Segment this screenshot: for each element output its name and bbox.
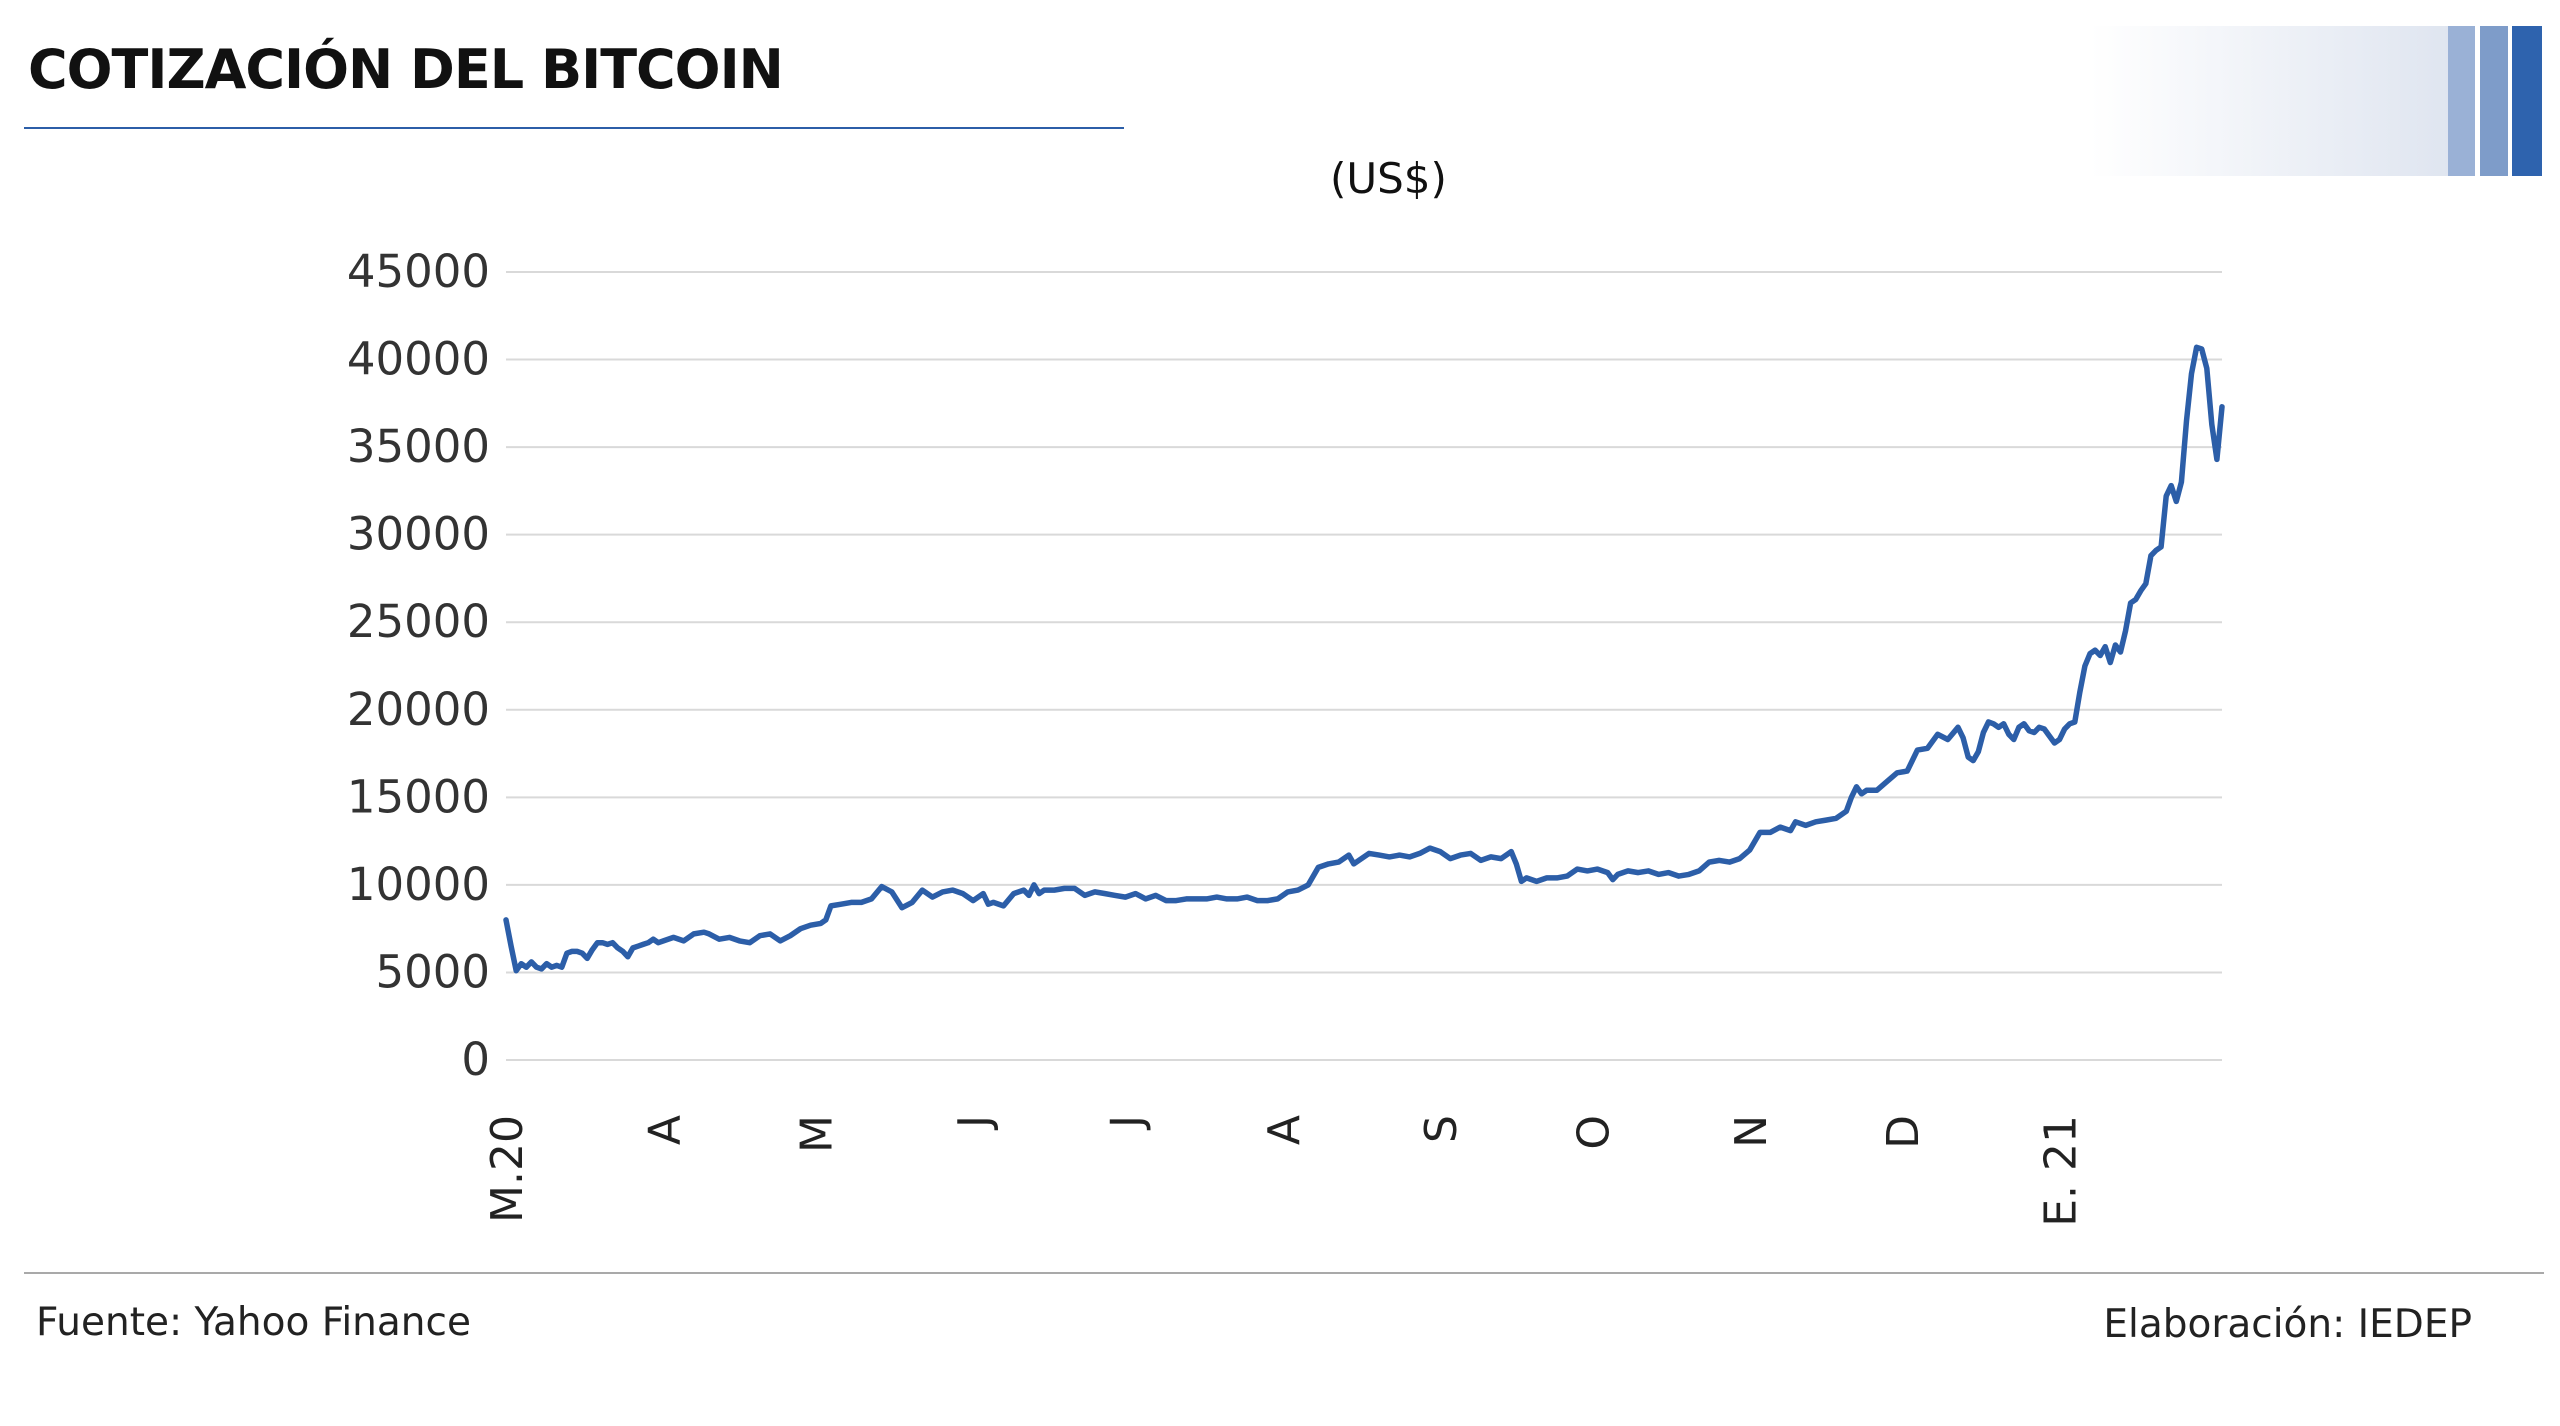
y-tick-label: 20000 — [347, 683, 490, 736]
y-tick-label: 40000 — [347, 333, 490, 386]
y-tick-label: 35000 — [347, 420, 490, 473]
x-tick-label: D — [1878, 1115, 1929, 1149]
corner-decoration-bar — [2512, 26, 2542, 176]
series-layer — [503, 344, 2225, 974]
y-tick-label: 30000 — [347, 508, 490, 561]
x-tick-label: S — [1416, 1115, 1467, 1143]
series-line — [503, 344, 2225, 974]
y-tick-label: 45000 — [347, 245, 490, 298]
x-tick-label: M.20 — [482, 1115, 533, 1223]
y-tick-label: 15000 — [347, 770, 490, 823]
credit-note: Elaboración: IEDEP — [2103, 1302, 2472, 1347]
x-tick-label: E. 21 — [2036, 1115, 2087, 1227]
corner-decoration-bar — [2448, 26, 2475, 176]
title-underline — [24, 127, 1124, 129]
y-axis-ticks: 0 5000 10000 15000 20000 25000 30000 35000 40000… — [347, 245, 490, 1086]
x-tick-label: A — [639, 1115, 690, 1145]
chart-title: COTIZACIÓN DEL BITCOIN — [28, 38, 784, 101]
corner-decoration-bar — [2480, 26, 2508, 176]
corner-decoration-gradient — [2090, 26, 2450, 176]
unit-label: (US$) — [1330, 154, 1447, 203]
x-tick-label: O — [1568, 1115, 1619, 1150]
y-tick-label: 5000 — [375, 945, 490, 998]
x-tick-label: A — [1259, 1115, 1310, 1145]
x-axis-ticks: M.20 A M J J A S O N D E. 21 — [482, 1115, 2087, 1227]
y-tick-label: 0 — [461, 1033, 490, 1086]
y-tick-label: 25000 — [347, 595, 490, 648]
x-tick-label: N — [1726, 1115, 1777, 1148]
x-tick-label: J — [949, 1115, 1000, 1131]
grid-lines — [506, 271, 2222, 1061]
x-tick-label: J — [1101, 1115, 1152, 1131]
x-tick-label: M — [792, 1115, 843, 1153]
y-tick-label: 10000 — [347, 858, 490, 911]
source-note: Fuente: Yahoo Finance — [36, 1300, 471, 1345]
footer-rule — [24, 1272, 2544, 1274]
